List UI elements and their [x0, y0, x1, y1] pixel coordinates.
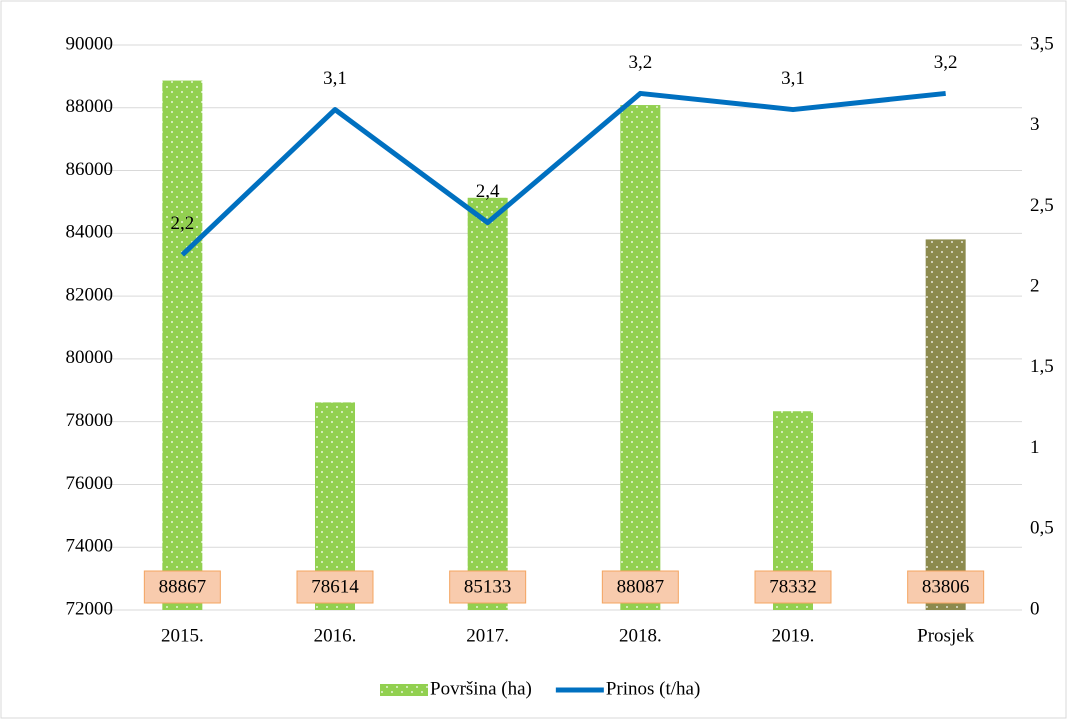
- x-tick-label: 2016.: [314, 625, 357, 646]
- data-label-box: [601, 570, 679, 604]
- y-tick-label: 88000: [66, 96, 114, 117]
- y-tick-label: 84000: [66, 222, 114, 243]
- data-label: 78614: [311, 576, 359, 597]
- data-label: 3,2: [934, 52, 958, 73]
- data-label: 2,2: [170, 213, 194, 234]
- y2-tick-label: 3: [1030, 114, 1040, 135]
- y2-tick-label: 0: [1030, 598, 1040, 619]
- bar: [467, 197, 508, 611]
- data-label: 3,1: [323, 68, 347, 89]
- legend-label: Površina (ha): [430, 678, 532, 699]
- data-label: 83806: [922, 576, 970, 597]
- data-label-box: [449, 570, 527, 604]
- data-label: 78332: [769, 576, 817, 597]
- y-tick-label: 86000: [66, 159, 114, 180]
- data-label-box: [296, 570, 374, 604]
- y2-tick-label: 1: [1030, 437, 1040, 458]
- data-label: 85133: [464, 576, 512, 597]
- y2-tick-label: 1,5: [1030, 356, 1054, 377]
- data-label: 2,4: [476, 181, 500, 202]
- x-tick-label: 2015.: [161, 625, 204, 646]
- x-tick-label: 2018.: [619, 625, 662, 646]
- legend-swatch: [380, 684, 428, 696]
- x-tick-label: 2017.: [466, 625, 509, 646]
- x-tick-label: 2019.: [772, 625, 815, 646]
- y-tick-label: 72000: [66, 598, 114, 619]
- x-tick-label: Prosjek: [917, 625, 975, 646]
- bar: [162, 80, 203, 611]
- legend-label: Prinos (t/ha): [606, 678, 700, 699]
- data-label-box: [143, 570, 221, 604]
- data-label: 3,1: [781, 68, 805, 89]
- data-label: 88087: [617, 576, 665, 597]
- bar: [620, 105, 661, 611]
- y2-tick-label: 2,5: [1030, 195, 1054, 216]
- data-label: 3,2: [628, 52, 652, 73]
- y-tick-label: 78000: [66, 410, 114, 431]
- y-tick-label: 80000: [66, 347, 114, 368]
- y2-tick-label: 2: [1030, 276, 1040, 297]
- y-tick-label: 82000: [66, 284, 114, 305]
- y2-tick-label: 0,5: [1030, 518, 1054, 539]
- data-label: 88867: [159, 576, 207, 597]
- y-tick-label: 90000: [66, 33, 114, 54]
- data-label-box: [754, 570, 832, 604]
- y-tick-label: 74000: [66, 536, 114, 557]
- line: [180, 90, 946, 257]
- bar: [925, 239, 966, 610]
- y2-tick-label: 3,5: [1030, 33, 1054, 54]
- data-label-box: [907, 570, 985, 604]
- y-tick-label: 76000: [66, 473, 114, 494]
